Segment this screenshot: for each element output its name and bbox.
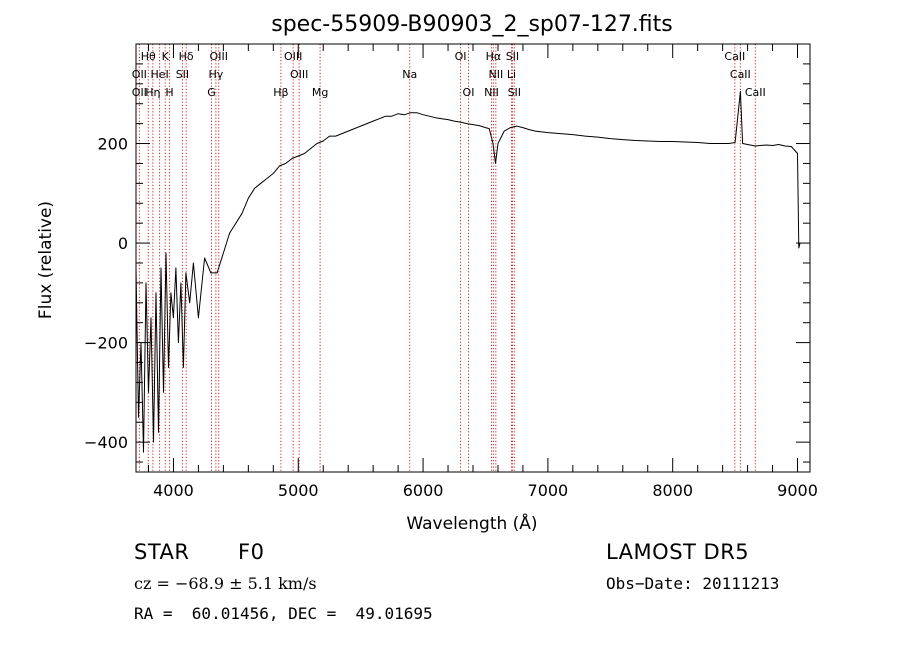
marker-label-25: NII: [484, 86, 499, 99]
marker-label-13: OIII: [290, 68, 308, 81]
marker-label-3: OIII: [210, 50, 228, 63]
tick-labels: 4000 5000 6000 7000 8000 9000 −400 −200 0 200: [84, 135, 818, 500]
marker-label-14: Na: [402, 68, 417, 81]
marker-labels: Hθ K Hδ OIII OIII OI Hα SII CaII OII HeI SII Hγ OIII N…: [132, 50, 766, 99]
marker-label-10: HeI: [150, 68, 168, 81]
marker-label-15: NII: [488, 68, 503, 81]
marker-label-4: OIII: [284, 50, 302, 63]
marker-label-11: SII: [176, 68, 189, 81]
marker-label-6: Hα: [486, 50, 502, 63]
marker-label-2: Hδ: [179, 50, 194, 63]
marker-label-5: OI: [455, 50, 467, 63]
x-tick-label-5: 9000: [777, 481, 818, 500]
plot-frame: [135, 43, 811, 473]
chart-title: spec-55909-B90903_2_sp07-127.fits: [271, 12, 673, 37]
object-subclass: F0: [238, 540, 265, 564]
marker-label-27: CaII: [745, 86, 766, 99]
ticks: [136, 44, 810, 472]
x-tick-label-0: 4000: [153, 481, 194, 500]
marker-label-0: Hθ: [141, 50, 156, 63]
marker-label-1: K: [162, 50, 170, 63]
marker-label-20: H: [165, 86, 173, 99]
marker-label-9: OII: [132, 68, 147, 81]
observation-date: Obs−Date: 20111213: [606, 574, 780, 593]
plot-border: [135, 43, 811, 473]
y-axis-label: Flux (relative): [36, 201, 56, 319]
redshift-velocity: cz = −68.9 ± 5.1 km/s: [134, 574, 317, 593]
y-tick-label-2: 0: [118, 234, 128, 253]
marker-label-24: OI: [463, 86, 475, 99]
x-tick-label-2: 6000: [403, 481, 444, 500]
spectrum-series: [135, 90, 801, 453]
x-tick-label-1: 5000: [278, 481, 319, 500]
coordinates: RA = 60.01456, DEC = 49.01695: [134, 604, 433, 623]
x-tick-label-3: 7000: [528, 481, 569, 500]
marker-label-17: CaII: [730, 68, 751, 81]
survey-name: LAMOST DR5: [606, 540, 750, 564]
marker-label-21: G: [207, 86, 216, 99]
marker-label-16: Li: [507, 68, 516, 81]
marker-label-12: Hγ: [208, 68, 223, 81]
x-tick-label-4: 8000: [652, 481, 693, 500]
marker-label-18: OII: [132, 86, 147, 99]
marker-label-7: SII: [506, 50, 519, 63]
marker-label-19: Hη: [145, 86, 160, 99]
y-tick-label-3: 200: [97, 135, 128, 154]
marker-label-26: SII: [508, 86, 521, 99]
object-class: STAR: [134, 540, 190, 564]
y-tick-label-0: −400: [84, 433, 128, 452]
marker-label-23: Mg: [312, 86, 328, 99]
x-axis-label: Wavelength (Å): [406, 512, 537, 534]
marker-label-8: CaII: [724, 50, 745, 63]
marker-lines: [138, 44, 756, 472]
y-tick-label-1: −200: [84, 334, 128, 353]
marker-label-22: Hβ: [273, 86, 288, 99]
spectrum-line-0: [135, 90, 801, 453]
